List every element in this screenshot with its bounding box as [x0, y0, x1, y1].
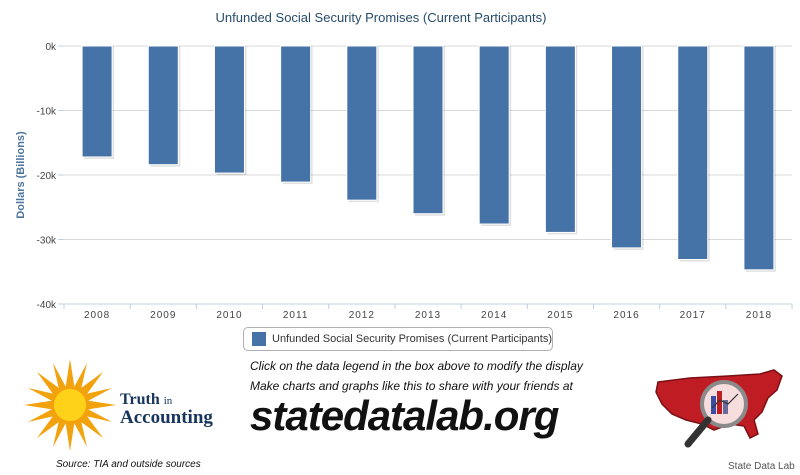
source-note: Source: TIA and outside sources	[56, 459, 201, 470]
y-tick-label: -40k	[37, 300, 57, 311]
bar-2009[interactable]	[147, 45, 179, 166]
bar-series	[81, 45, 776, 272]
x-tick-label: 2014	[481, 310, 507, 321]
chart-title: Unfunded Social Security Promises (Curre…	[216, 10, 547, 25]
x-tick-label: 2016	[613, 310, 639, 321]
x-tick-labels: 2008 2009 2010 2011 2012 2013 2014 2015 2016 2017…	[63, 303, 793, 321]
legend[interactable]: Unfunded Social Security Promises (Curre…	[243, 327, 553, 351]
bar-2016[interactable]	[611, 45, 643, 249]
x-tick-label: 2015	[547, 310, 573, 321]
tia-brand-text: Truth in Accounting	[120, 391, 213, 428]
bar-2008[interactable]	[81, 45, 113, 158]
legend-swatch	[252, 332, 266, 346]
legend-instruction: Click on the data legend in the box abov…	[250, 359, 583, 373]
legend-label: Unfunded Social Security Promises (Curre…	[272, 333, 553, 345]
x-tick-label: 2017	[680, 310, 706, 321]
y-tick-label: -30k	[37, 236, 57, 247]
y-tick-label: 0k	[45, 42, 57, 53]
bar-2017[interactable]	[677, 45, 709, 260]
promo-text: Make charts and graphs like this to shar…	[250, 379, 573, 393]
bar-2010[interactable]	[213, 45, 245, 174]
site-link[interactable]: statedatalab.org	[250, 392, 559, 439]
truth-in-accounting-logo-icon[interactable]	[8, 357, 218, 459]
y-tick-label: -10k	[37, 107, 57, 118]
bar-2013[interactable]	[412, 45, 444, 215]
bar-2012[interactable]	[346, 45, 378, 201]
x-tick-label: 2013	[415, 310, 441, 321]
bar-2015[interactable]	[544, 45, 576, 233]
y-tick-labels: 0k -10k -20k -30k -40k	[37, 42, 57, 311]
bar-2011[interactable]	[280, 45, 312, 183]
x-tick-label: 2008	[84, 310, 110, 321]
bar-2018[interactable]	[743, 45, 775, 271]
state-data-lab-label: State Data Lab	[728, 461, 795, 472]
bar-chart: Unfunded Social Security Promises (Curre…	[15, 10, 793, 321]
x-tick-label: 2011	[283, 310, 309, 321]
x-tick-label: 2012	[349, 310, 375, 321]
state-data-lab-logo-icon[interactable]	[650, 360, 795, 455]
y-tick-label: -20k	[37, 171, 57, 182]
x-tick-label: 2010	[216, 310, 242, 321]
x-tick-label: 2018	[746, 310, 772, 321]
bar-2014[interactable]	[478, 45, 510, 225]
x-tick-label: 2009	[150, 310, 176, 321]
y-axis-label: Dollars (Billions)	[15, 131, 27, 219]
